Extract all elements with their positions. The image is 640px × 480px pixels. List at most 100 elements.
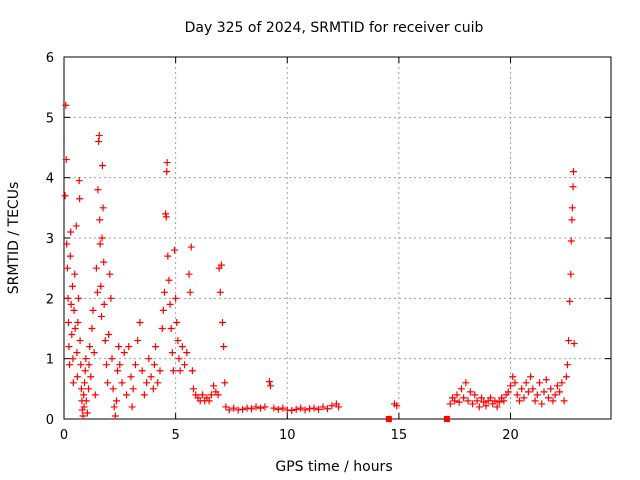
data-point xyxy=(68,331,76,339)
grid xyxy=(64,57,611,419)
data-point xyxy=(65,343,73,351)
data-point xyxy=(88,325,96,332)
data-point xyxy=(123,391,131,399)
data-point xyxy=(118,379,126,387)
data-point xyxy=(174,337,182,345)
data-point xyxy=(558,379,566,387)
data-point xyxy=(114,367,122,375)
data-point xyxy=(100,300,108,308)
data-point xyxy=(323,405,331,413)
y-tick-label: 6 xyxy=(46,51,54,66)
data-point xyxy=(185,270,193,278)
data-point xyxy=(544,394,552,402)
data-point xyxy=(283,406,291,414)
data-point xyxy=(162,213,170,221)
data-point xyxy=(565,337,573,345)
data-point xyxy=(252,403,260,411)
data-point xyxy=(83,409,91,417)
data-point xyxy=(451,397,459,405)
data-point xyxy=(80,391,88,399)
data-point xyxy=(181,361,189,369)
data-point xyxy=(63,264,71,272)
data-point xyxy=(507,382,515,390)
data-point xyxy=(95,131,103,139)
data-point xyxy=(74,318,82,326)
data-point xyxy=(462,379,470,387)
data-point xyxy=(457,385,465,393)
data-point xyxy=(89,306,97,314)
data-point xyxy=(72,222,80,230)
data-point xyxy=(101,337,109,345)
data-point xyxy=(97,282,105,290)
data-point xyxy=(566,297,574,305)
y-tick-label: 4 xyxy=(46,172,54,187)
data-point xyxy=(111,412,119,420)
data-point xyxy=(147,373,155,381)
data-point xyxy=(68,282,76,290)
data-point xyxy=(540,388,548,396)
data-point xyxy=(87,373,95,381)
data-point xyxy=(221,379,229,387)
data-point xyxy=(518,385,526,393)
data-point xyxy=(536,379,544,387)
data-point-marker xyxy=(385,416,392,422)
data-point xyxy=(166,300,174,308)
data-point xyxy=(100,258,108,266)
data-point xyxy=(112,397,120,405)
data-point xyxy=(482,402,490,410)
data-point xyxy=(80,403,88,411)
data-point xyxy=(230,404,238,412)
data-point xyxy=(265,378,273,386)
y-axis-label: SRMTID / TECUs xyxy=(6,182,22,295)
data-point xyxy=(93,288,101,296)
y-tick-label: 1 xyxy=(46,353,54,368)
data-point xyxy=(64,318,72,326)
y-axis: 0 1 2 3 4 5 6 xyxy=(46,51,611,428)
data-point xyxy=(567,237,575,245)
data-point xyxy=(104,379,112,387)
data-point xyxy=(163,159,171,167)
data-point xyxy=(562,373,570,381)
data-point xyxy=(173,318,181,326)
data-points xyxy=(61,101,578,423)
data-point xyxy=(156,367,164,375)
data-point xyxy=(509,373,517,381)
data-point xyxy=(150,361,158,369)
data-point xyxy=(568,204,576,212)
data-point xyxy=(165,276,173,284)
data-point xyxy=(261,403,269,411)
data-point xyxy=(560,397,568,405)
data-point xyxy=(475,403,483,411)
data-point xyxy=(471,391,479,399)
data-point xyxy=(527,373,535,381)
data-point xyxy=(568,216,576,224)
data-point xyxy=(77,385,85,393)
data-point xyxy=(120,349,128,357)
data-point xyxy=(149,385,157,393)
data-point xyxy=(98,312,106,320)
data-point xyxy=(110,403,118,411)
data-point xyxy=(98,162,106,170)
x-tick-label: 5 xyxy=(171,428,179,443)
data-point xyxy=(183,349,191,357)
data-point xyxy=(127,373,135,381)
data-point xyxy=(129,385,137,393)
data-point xyxy=(91,391,99,399)
data-point xyxy=(125,343,133,351)
data-point xyxy=(62,156,70,164)
data-point-marker xyxy=(443,416,450,422)
y-tick-label: 0 xyxy=(46,413,54,428)
data-point xyxy=(62,101,70,109)
data-point xyxy=(511,379,519,387)
data-point xyxy=(270,404,278,412)
data-point xyxy=(158,325,166,332)
data-point xyxy=(86,343,94,351)
data-point xyxy=(163,168,171,176)
data-point xyxy=(109,385,117,393)
data-point xyxy=(239,405,247,413)
data-point xyxy=(116,361,124,369)
data-point xyxy=(82,397,90,405)
data-point xyxy=(160,288,168,296)
data-point xyxy=(154,379,162,387)
data-point xyxy=(69,355,77,363)
